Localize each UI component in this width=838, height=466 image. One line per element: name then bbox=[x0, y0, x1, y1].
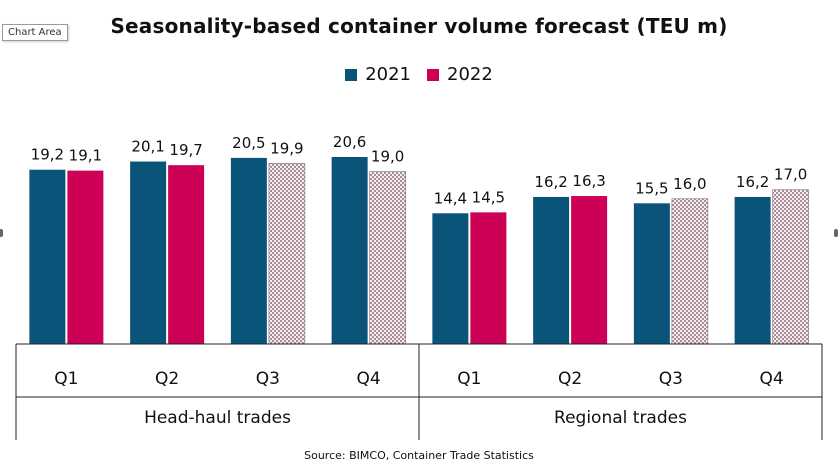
bar-2021-1 bbox=[29, 169, 66, 344]
bar-2022-4 bbox=[369, 171, 406, 345]
legend: 2021 2022 bbox=[0, 64, 838, 85]
bar-2022-1 bbox=[67, 170, 104, 344]
x-tick-label-3: Q3 bbox=[256, 369, 280, 389]
bar-2022-5 bbox=[470, 212, 507, 344]
bar-2021-4 bbox=[331, 157, 368, 344]
x-tick-label-5: Q1 bbox=[457, 369, 481, 389]
legend-swatch-2021 bbox=[345, 68, 358, 81]
chart-area-tooltip: Chart Area bbox=[2, 24, 68, 41]
data-label-2022-2: 19,7 bbox=[169, 141, 202, 159]
legend-item-2022: 2022 bbox=[427, 64, 493, 85]
data-label-2021-4: 20,6 bbox=[333, 133, 366, 151]
bar-2022-2 bbox=[168, 165, 205, 344]
x-tick-label-7: Q3 bbox=[659, 369, 683, 389]
bar-2021-2 bbox=[130, 161, 167, 344]
x-tick-label-8: Q4 bbox=[760, 369, 784, 389]
bar-2022-3 bbox=[268, 163, 306, 345]
resize-handle-left[interactable] bbox=[0, 229, 3, 237]
data-label-2021-6: 16,2 bbox=[534, 173, 567, 191]
group-label-2: Regional trades bbox=[554, 408, 687, 428]
data-label-2022-4: 19,0 bbox=[371, 148, 404, 166]
legend-label-2022: 2022 bbox=[447, 64, 493, 85]
data-label-2021-1: 19,2 bbox=[31, 146, 64, 164]
chart-title: Seasonality-based container volume forec… bbox=[110, 14, 728, 38]
data-label-2021-7: 15,5 bbox=[635, 179, 668, 197]
bar-2022-6 bbox=[571, 196, 608, 344]
resize-handle-right[interactable] bbox=[834, 229, 838, 237]
legend-label-2021: 2021 bbox=[365, 64, 411, 85]
bar-2021-7 bbox=[633, 203, 670, 344]
data-label-2022-7: 16,0 bbox=[673, 175, 706, 193]
data-label-2021-3: 20,5 bbox=[232, 134, 265, 152]
data-label-2021-8: 16,2 bbox=[736, 173, 769, 191]
data-label-2022-1: 19,1 bbox=[69, 147, 102, 165]
x-tick-label-4: Q4 bbox=[357, 369, 381, 389]
legend-swatch-2022 bbox=[427, 68, 439, 81]
data-label-2021-2: 20,1 bbox=[131, 138, 164, 156]
bar-2021-5 bbox=[432, 213, 469, 344]
bar-2021-3 bbox=[230, 157, 267, 344]
bar-2022-8 bbox=[772, 189, 809, 345]
data-label-2022-3: 19,9 bbox=[270, 139, 303, 157]
bar-2021-6 bbox=[533, 196, 570, 344]
legend-item-2021: 2021 bbox=[345, 64, 411, 85]
data-label-2022-5: 14,5 bbox=[472, 188, 505, 206]
bar-2021-8 bbox=[734, 196, 771, 344]
data-label-2022-6: 16,3 bbox=[572, 172, 605, 190]
bar-2022-7 bbox=[671, 198, 709, 345]
x-tick-label-6: Q2 bbox=[558, 369, 582, 389]
data-label-2022-8: 17,0 bbox=[774, 166, 807, 184]
group-label-1: Head-haul trades bbox=[144, 408, 291, 428]
x-tick-label-2: Q2 bbox=[155, 369, 179, 389]
source-note: Source: BIMCO, Container Trade Statistic… bbox=[304, 449, 534, 462]
x-tick-label-1: Q1 bbox=[54, 369, 78, 389]
data-label-2021-5: 14,4 bbox=[434, 189, 467, 207]
